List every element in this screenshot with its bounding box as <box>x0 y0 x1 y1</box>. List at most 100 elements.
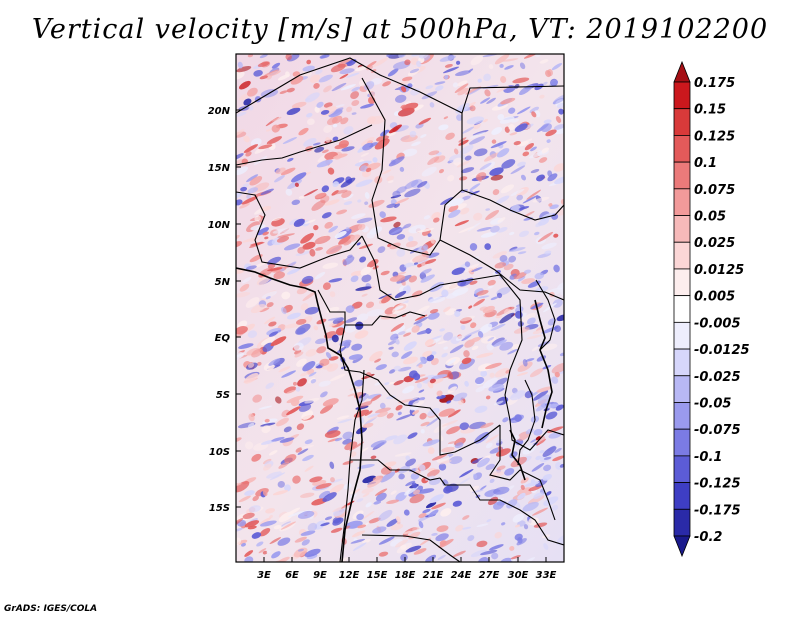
field-speckle <box>473 473 478 479</box>
field-speckle <box>509 231 515 236</box>
field-speckle <box>246 174 259 183</box>
colorbar-label: 0.005 <box>694 290 735 305</box>
field-speckle <box>318 380 331 387</box>
field-speckle <box>356 217 373 224</box>
field-speckle <box>476 227 492 232</box>
field-speckle <box>480 422 494 429</box>
field-speckle <box>249 176 263 186</box>
field-speckle <box>485 463 496 470</box>
field-speckle <box>357 223 366 231</box>
field-speckle <box>485 395 491 400</box>
field-speckle <box>518 230 530 238</box>
field-speckle <box>493 486 510 495</box>
field-speckle <box>541 326 558 334</box>
field-speckle <box>453 148 459 155</box>
field-speckle <box>416 329 432 335</box>
field-speckle <box>429 378 436 384</box>
field-speckle <box>441 446 455 453</box>
field-speckle <box>458 139 469 146</box>
field-speckle <box>247 54 254 58</box>
lon-label: 27E <box>479 570 500 581</box>
field-speckle <box>357 463 375 469</box>
field-speckle <box>504 65 514 70</box>
field-speckle <box>388 124 402 134</box>
field-speckle <box>438 168 445 174</box>
field-speckle <box>516 186 529 197</box>
field-speckle <box>362 492 370 498</box>
field-speckle <box>268 331 278 337</box>
field-speckle <box>408 397 420 407</box>
field-speckle <box>499 255 508 262</box>
field-speckle <box>477 295 490 299</box>
field-speckle <box>419 464 426 472</box>
field-speckle <box>469 485 480 492</box>
field-speckle <box>413 548 427 555</box>
field-speckle <box>286 406 301 416</box>
field-speckle <box>292 475 301 484</box>
field-speckle <box>388 156 405 167</box>
field-speckle <box>486 97 496 105</box>
field-speckle <box>423 244 429 251</box>
lon-label: 24E <box>451 570 472 581</box>
field-speckle <box>344 325 357 333</box>
field-speckle <box>547 173 558 182</box>
field-speckle <box>254 215 261 222</box>
field-speckle <box>553 233 559 238</box>
field-speckle <box>288 510 305 518</box>
field-speckle <box>475 172 487 181</box>
field-speckle <box>532 196 550 203</box>
field-speckle <box>359 256 367 263</box>
field-speckle <box>340 177 356 188</box>
field-speckle <box>455 335 463 342</box>
field-speckle <box>544 250 552 255</box>
field-speckle <box>452 82 459 88</box>
field-speckle <box>454 83 469 93</box>
field-speckle <box>318 490 331 499</box>
field-speckle <box>332 123 338 128</box>
field-speckle <box>480 231 497 238</box>
map-panel <box>235 53 565 563</box>
field-speckle <box>257 361 262 366</box>
field-speckle <box>361 293 368 297</box>
field-speckle <box>393 380 404 386</box>
field-speckle <box>307 522 318 532</box>
field-speckle <box>520 174 527 181</box>
field-speckle <box>535 222 542 228</box>
field-speckle <box>418 364 423 368</box>
field-speckle <box>315 338 327 345</box>
field-speckle <box>546 139 551 143</box>
field-speckle <box>299 372 309 377</box>
field-speckle <box>402 148 418 157</box>
field-speckle <box>348 241 359 246</box>
field-speckle <box>387 68 399 77</box>
field-speckle <box>449 456 463 465</box>
field-speckle <box>386 499 400 504</box>
field-speckle <box>405 455 411 461</box>
field-speckle <box>555 404 564 411</box>
field-speckle <box>396 413 413 421</box>
field-speckle <box>489 544 504 551</box>
field-speckle <box>400 553 408 562</box>
field-speckle <box>547 69 553 77</box>
lon-label: 30E <box>508 570 529 581</box>
vertical-velocity-field <box>236 54 564 562</box>
field-speckle <box>548 203 553 207</box>
field-speckle <box>512 77 530 84</box>
field-speckle <box>298 127 309 136</box>
field-speckle <box>431 374 448 380</box>
field-speckle <box>403 530 413 535</box>
field-speckle <box>477 435 486 440</box>
field-speckle <box>446 400 452 404</box>
field-speckle <box>284 484 291 492</box>
field-speckle <box>297 378 307 387</box>
field-speckle <box>304 397 320 404</box>
field-speckle <box>444 75 449 80</box>
field-speckle <box>500 76 507 83</box>
field-speckle <box>480 370 488 377</box>
field-speckle <box>236 292 251 298</box>
field-speckle <box>489 478 495 484</box>
field-speckle <box>460 325 466 330</box>
field-speckle <box>302 454 314 462</box>
field-speckle <box>521 312 536 323</box>
field-speckle <box>416 60 422 67</box>
